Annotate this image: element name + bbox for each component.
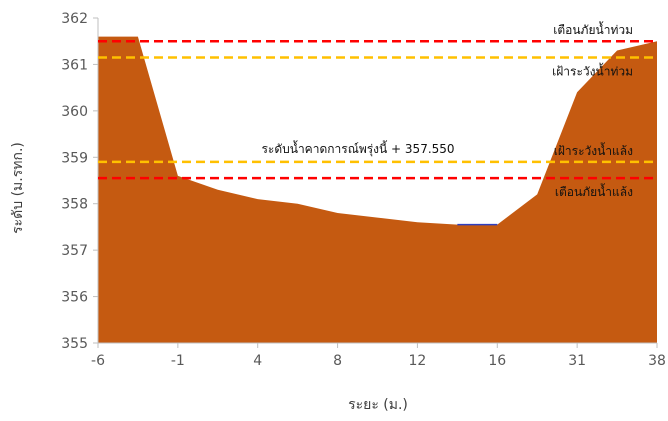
y-tick-label-5: 360 (61, 104, 88, 120)
y-tick-label-4: 359 (61, 150, 88, 166)
reference-label-3: เตือนภัยน้ำแล้ง (555, 183, 633, 199)
plot-area: 355 356 357 358 359 360 361 362 -6 -1 4 8 12 16 31 38 เต… (61, 11, 666, 369)
x-tick-label-2: 4 (253, 353, 262, 369)
y-tick-label-2: 357 (61, 243, 88, 259)
x-tick-label-4: 12 (409, 353, 427, 369)
y-axis-title: ระดับ (ม.รทก.) (10, 142, 26, 234)
terrain-area-series-0 (98, 36, 657, 343)
forecast-label: ระดับน้ำคาดการณ์พรุ่งนี้ + 357.550 (261, 140, 454, 157)
y-tick-label-7: 362 (61, 11, 88, 27)
y-tick-label-3: 358 (61, 197, 88, 213)
x-tick-label-5: 16 (488, 353, 506, 369)
x-tick-label-1: -1 (171, 353, 185, 369)
x-tick-label-7: 38 (648, 353, 666, 369)
reference-label-1: เฝ้าระวังน้ำท่วม (552, 62, 633, 78)
y-tick-label-6: 361 (61, 57, 88, 73)
x-tick-label-6: 31 (568, 353, 586, 369)
y-tick-label-0: 355 (61, 336, 88, 352)
x-tick-label-3: 8 (333, 353, 342, 369)
reference-label-2: เฝ้าระวังน้ำแล้ง (554, 142, 633, 158)
reference-label-0: เตือนภัยน้ำท่วม (553, 21, 633, 37)
x-axis-title: ระยะ (ม.) (348, 397, 408, 413)
x-tick-label-0: -6 (91, 353, 105, 369)
y-tick-label-1: 356 (61, 290, 88, 306)
